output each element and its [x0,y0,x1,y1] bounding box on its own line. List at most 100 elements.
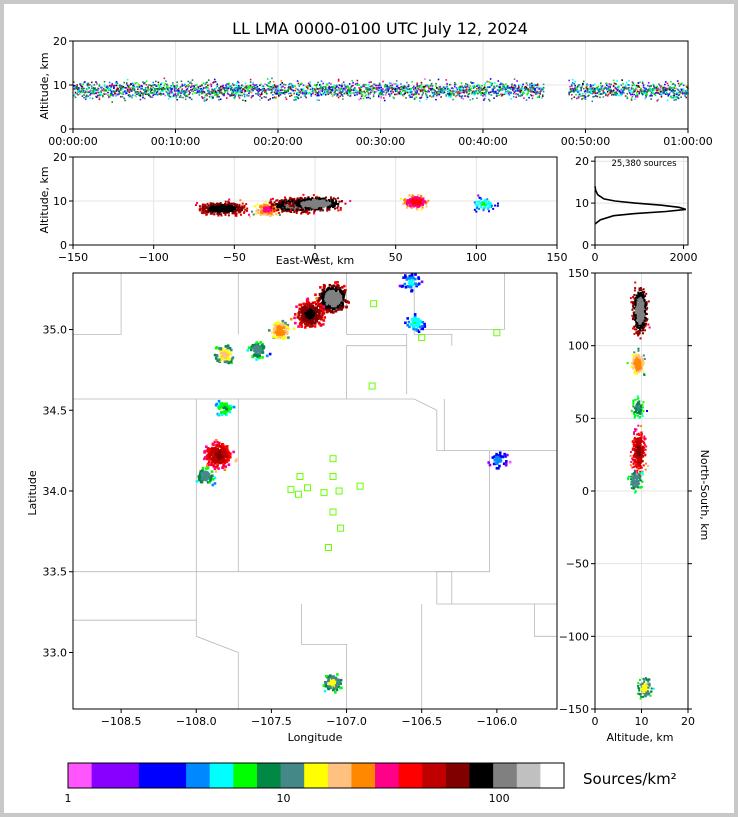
ta-source-point [303,92,306,94]
ta-source-point [677,97,680,100]
ta-source-point [634,84,636,87]
ta-source-point [651,91,653,94]
ta-source-point [414,92,417,94]
ta-source-point [617,94,620,97]
ta-source-point [568,92,571,94]
ew-source-point [259,212,262,215]
ta-source-point [670,97,673,99]
ew-source-point [307,207,310,210]
ta-source-point [497,80,500,82]
ta-source-point [475,90,477,92]
ta-source-point [168,90,171,93]
ew-source-point [282,201,285,204]
ta-source-point [331,88,334,90]
ta-source-point [118,90,120,93]
ta-source-point [576,89,579,92]
ta-source-point [446,83,448,86]
hist-border [594,156,689,246]
ta-source-point [618,90,621,93]
ta-source-point [380,96,383,98]
ta-source-point [630,88,633,90]
ta-source-point [540,89,542,92]
ew-source-point [296,206,299,209]
ta-source-point [315,90,318,93]
ta-source-point [418,86,421,89]
ta-source-point [211,92,213,94]
ta-source-point [608,83,611,85]
ew-source-point [287,207,290,210]
ta-source-point [478,84,481,87]
ew-source-point [312,203,315,206]
ta-source-point [512,95,515,98]
ta-source-point [260,89,262,91]
ew-source-point [223,206,226,209]
ta-source-point [134,92,137,94]
ta-source-point [288,92,290,95]
ta-source-point [272,87,274,90]
ew-source-point [490,202,493,205]
ta-source-point [474,90,477,93]
ta-source-point [135,91,137,93]
ta-source-point [278,92,281,95]
ew-source-point [403,201,406,204]
ta-source-point [73,88,75,90]
ta-source-point [318,90,320,93]
ta-source-point [249,86,252,88]
ew-source-point [297,199,300,202]
ta-source-point [676,91,678,94]
ta-source-point [518,89,521,92]
ew-source-point [208,209,211,212]
county-boundary-line [73,398,557,451]
ta-source-point [486,89,489,92]
ew-source-point [310,202,313,205]
ta-source-point [241,94,243,97]
ta-source-point [341,91,343,93]
ta-source-point [512,85,514,88]
ta-source-point [314,91,317,93]
ta-source-point [137,88,139,91]
ta-source-point [505,86,507,89]
ta-source-point [254,87,256,90]
ta-source-point [334,89,336,92]
ew-source-point [316,201,319,204]
ta-source-point [246,93,248,96]
ew-source-point [485,200,488,203]
ew-source-point [216,202,219,205]
ew-source-point [478,202,481,205]
ew-source-point [199,208,202,211]
ta-source-point [203,96,206,99]
ta-source-point [530,94,533,97]
ew-source-point [221,206,224,209]
ta-source-point [117,93,120,96]
ew-source-point [209,205,212,208]
ta-source-point [106,86,108,88]
ta-source-point [586,85,588,87]
ta-source-point [424,92,427,95]
ew-source-point [417,203,420,206]
ew-source-point [277,209,280,212]
ta-source-point [518,84,520,87]
ta-source-point [524,87,526,89]
ta-source-point [360,86,363,88]
ta-source-point [447,88,449,90]
ew-source-point [300,197,303,200]
ew-source-point [269,199,272,202]
ew-source-point [281,210,284,213]
ta-source-point [375,87,377,90]
ta-source-point [662,86,664,89]
ta-source-point [437,88,440,91]
ta-source-point [465,89,467,92]
ta-source-point [512,86,515,89]
ew-source-point [321,197,324,200]
ta-source-point [469,85,471,87]
ta-source-point [351,92,354,94]
ta-source-point [365,90,368,93]
ta-source-point [616,88,618,91]
ta-source-point [131,87,134,90]
ta-source-point [165,90,167,93]
ta-source-point [234,93,237,95]
ta-source-point [306,89,308,92]
ta-source-point [594,87,596,90]
ta-source-point [219,92,221,94]
ta-source-point [132,84,135,87]
